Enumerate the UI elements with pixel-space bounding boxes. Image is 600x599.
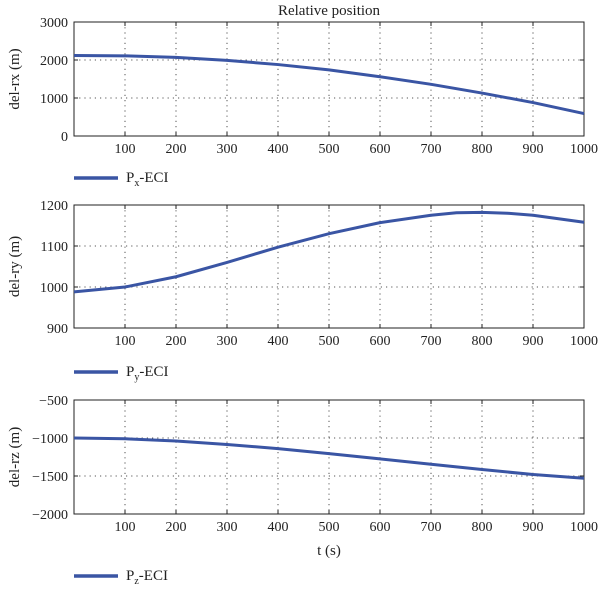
- x-tick-label: 500: [319, 334, 340, 349]
- x-tick-label: 800: [472, 334, 493, 349]
- legend-label-main: P: [126, 568, 134, 584]
- plot-frame: [73, 399, 585, 515]
- x-tick-label: 800: [472, 520, 493, 535]
- legend-2: Py-ECI: [74, 364, 169, 383]
- legend-label-main: P: [126, 170, 134, 186]
- x-tick-label: 100: [115, 334, 136, 349]
- x-tick-label: 700: [421, 520, 442, 535]
- y-tick-label: 1100: [41, 240, 68, 255]
- legend-label-suffix: -ECI: [139, 364, 168, 380]
- x-tick-label: 200: [166, 520, 187, 535]
- x-tick-label: 900: [523, 142, 544, 157]
- x-tick-label: 400: [268, 142, 289, 157]
- x-tick-label: 500: [319, 142, 340, 157]
- x-tick-label: 300: [217, 334, 238, 349]
- x-tick-label: 600: [370, 142, 391, 157]
- legend-label: Py-ECI: [126, 364, 169, 383]
- y-tick-label: 0: [61, 130, 68, 145]
- x-tick-label: 200: [166, 334, 187, 349]
- legend-label-sub: z: [134, 576, 139, 587]
- x-axis-label: t (s): [317, 543, 341, 559]
- plot-frame: [73, 21, 585, 137]
- legend-label-sub: x: [134, 178, 139, 189]
- x-tick-label: 400: [268, 334, 289, 349]
- x-tick-label: 700: [421, 334, 442, 349]
- x-tick-label: 700: [421, 142, 442, 157]
- x-tick-label: 300: [217, 520, 238, 535]
- x-tick-label: 600: [370, 334, 391, 349]
- y-tick-label: 3000: [40, 16, 68, 31]
- y-axis-label: del-rz (m): [7, 427, 23, 487]
- x-tick-label: 600: [370, 520, 391, 535]
- x-tick-label: 100: [115, 142, 136, 157]
- x-tick-label: 100: [115, 520, 136, 535]
- x-tick-label: 1000: [570, 334, 598, 349]
- legend-label-sub: y: [134, 372, 139, 383]
- x-tick-label: 500: [319, 520, 340, 535]
- x-tick-label: 200: [166, 142, 187, 157]
- y-tick-label: −1500: [32, 470, 68, 485]
- legend-label-main: P: [126, 364, 134, 380]
- y-axis-label: del-ry (m): [7, 236, 23, 297]
- legend-label-suffix: -ECI: [139, 170, 168, 186]
- y-tick-label: −2000: [32, 508, 68, 523]
- x-tick-label: 300: [217, 142, 238, 157]
- x-tick-label: 900: [523, 520, 544, 535]
- y-tick-label: 900: [47, 322, 68, 337]
- x-tick-label: 900: [523, 334, 544, 349]
- y-tick-label: 1000: [40, 92, 68, 107]
- chart-panel-2: 100 200 300 400 500 600 700 800 900 1000 900 1000 11…: [7, 199, 598, 383]
- chart-panel-3: 100 200 300 400 500 600 700 800 900 1000 −2000 −150…: [7, 394, 598, 587]
- chart-title: Relative position: [278, 3, 381, 19]
- y-tick-label: 2000: [40, 54, 68, 69]
- y-tick-label: 1000: [40, 281, 68, 296]
- legend-1: Px-ECI: [74, 170, 169, 189]
- y-tick-label: −500: [39, 394, 68, 409]
- y-tick-label: 1200: [40, 199, 68, 214]
- legend-label: Px-ECI: [126, 170, 169, 189]
- x-tick-label: 1000: [570, 142, 598, 157]
- legend-label: Pz-ECI: [126, 568, 168, 587]
- legend-3: Pz-ECI: [74, 568, 168, 587]
- legend-label-suffix: -ECI: [139, 568, 168, 584]
- x-tick-label: 400: [268, 520, 289, 535]
- x-tick-label: 800: [472, 142, 493, 157]
- x-tick-label: 1000: [570, 520, 598, 535]
- y-axis-label: del-rx (m): [7, 48, 23, 109]
- chart-panel-1: 100 200 300 400 500 600 700 800 900 1000 0 1000 2000…: [7, 16, 598, 189]
- y-tick-label: −1000: [32, 432, 68, 447]
